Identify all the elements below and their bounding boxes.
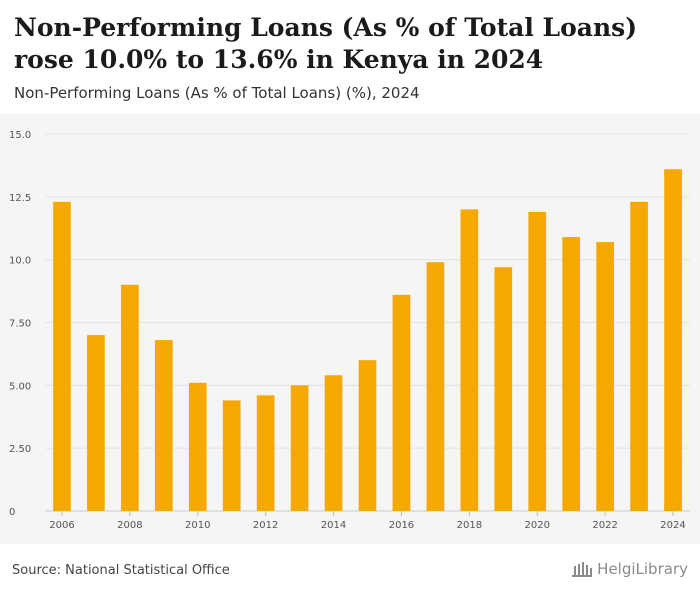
- chart-subtitle: Non-Performing Loans (As % of Total Loan…: [14, 84, 420, 102]
- bar-2009: [154, 340, 173, 511]
- bar-2012: [256, 395, 275, 511]
- bar-2022: [596, 242, 614, 511]
- bar-2008: [121, 284, 139, 511]
- chart-title: Non-Performing Loans (As % of Total Loan…: [14, 13, 638, 74]
- bar-2023: [630, 201, 648, 512]
- bar-2011: [222, 400, 241, 511]
- bar-2015: [358, 360, 377, 511]
- y-tick-label: 0: [9, 507, 15, 518]
- bar-2013: [290, 385, 309, 511]
- bar-2006: [53, 201, 71, 512]
- y-tick-label: 2.50: [9, 444, 31, 455]
- source-note: Source: National Statistical Office: [12, 563, 230, 578]
- y-tick-label: 12.5: [9, 193, 31, 204]
- helgi-library-logo: HelgiLibrary: [571, 560, 688, 578]
- x-tick-label: 2024: [660, 520, 685, 531]
- x-tick-label: 2012: [253, 520, 278, 531]
- chart-area: 0 2.50 5.00 7.50 10.0 12.5 15.0 2006 2008 2010 201…: [0, 114, 700, 544]
- logo-text: HelgiLibrary: [597, 560, 688, 578]
- bar-chart: 0 2.50 5.00 7.50 10.0 12.5 15.0 2006 2008 2010 201…: [9, 130, 690, 531]
- y-tick-label: 7.50: [9, 319, 31, 330]
- bar-2014: [324, 375, 343, 511]
- bar-2018: [460, 209, 479, 511]
- bar-2007: [87, 335, 105, 511]
- bar-2020: [528, 211, 547, 511]
- y-tick-label: 5.00: [9, 381, 31, 392]
- x-tick-label: 2008: [117, 520, 142, 531]
- chart-header: Non-Performing Loans (As % of Total Loan…: [14, 12, 686, 102]
- x-tick-label: 2006: [49, 520, 74, 531]
- bar-2019: [494, 267, 513, 511]
- bar-2021: [562, 237, 581, 511]
- x-tick-label: 2014: [321, 520, 346, 531]
- bar-2017: [426, 262, 445, 511]
- y-tick-label: 15.0: [9, 130, 31, 141]
- bar-2010: [188, 382, 207, 511]
- x-tick-label: 2020: [525, 520, 550, 531]
- x-tick-label: 2016: [389, 520, 414, 531]
- x-tick-label: 2010: [185, 520, 210, 531]
- y-tick-label: 10.0: [9, 256, 31, 267]
- bar-2024: [664, 169, 682, 511]
- bar-2016: [392, 294, 411, 511]
- x-tick-label: 2018: [457, 520, 482, 531]
- x-tick-label: 2022: [592, 520, 617, 531]
- library-building-icon: [572, 562, 593, 577]
